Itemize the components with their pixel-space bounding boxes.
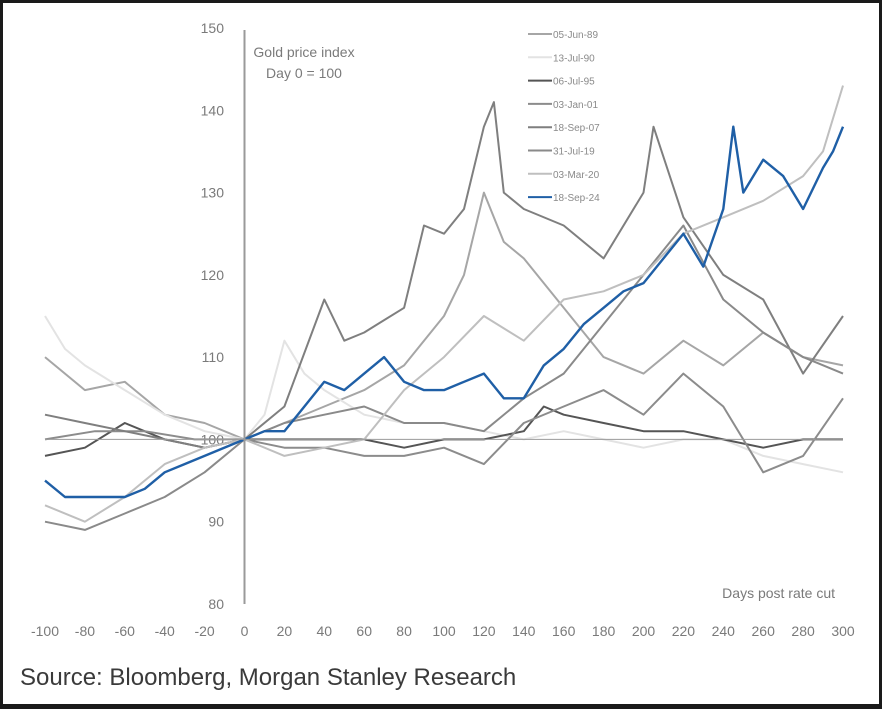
x-axis-label: Days post rate cut (722, 585, 835, 601)
legend-label: 31-Jul-19 (553, 147, 595, 158)
x-tick-label: -100 (31, 623, 59, 639)
x-tick-label: 40 (317, 623, 333, 639)
x-tick-label: 280 (791, 623, 815, 639)
y-tick-label: 130 (201, 185, 225, 201)
legend-label: 03-Jan-01 (553, 100, 598, 111)
y-tick-label: 120 (201, 267, 225, 283)
y-tick-label: 80 (208, 596, 224, 612)
legend-label: 13-Jul-90 (553, 53, 595, 64)
series-line-05-jun-89 (44, 191, 844, 441)
legend-label: 18-Sep-24 (553, 193, 600, 204)
series-line-18-sep-24 (44, 125, 845, 499)
series-line-03-mar-20 (44, 85, 844, 523)
y-tick-label: 150 (201, 20, 225, 36)
legend-label: 06-Jul-95 (553, 77, 595, 88)
x-tick-label: 220 (672, 623, 696, 639)
x-tick-label: 200 (632, 623, 656, 639)
series-line-13-jul-90 (44, 315, 844, 474)
x-tick-label: -40 (155, 623, 175, 639)
x-tick-label: 120 (472, 623, 496, 639)
x-tick-label: 80 (396, 623, 412, 639)
x-tick-label: 20 (277, 623, 293, 639)
x-tick-label: 180 (592, 623, 616, 639)
x-tick-label: -60 (115, 623, 135, 639)
source-note: Source: Bloomberg, Morgan Stanley Resear… (20, 664, 517, 691)
y-tick-label: 90 (208, 514, 224, 530)
x-tick-label: 240 (712, 623, 736, 639)
series-line-18-sep-07 (44, 101, 844, 449)
series-line-31-jul-19 (44, 224, 844, 531)
annotation-line-2: Day 0 = 100 (266, 65, 342, 81)
y-tick-label: 140 (201, 102, 225, 118)
x-tick-label: 260 (752, 623, 776, 639)
annotation-line-1: Gold price index (253, 44, 354, 60)
chart-frame (3, 3, 879, 704)
x-tick-label: 0 (241, 623, 249, 639)
legend-label: 18-Sep-07 (553, 123, 600, 134)
legend-label: 03-Mar-20 (553, 170, 600, 181)
x-tick-label: 60 (356, 623, 372, 639)
x-tick-label: -80 (75, 623, 95, 639)
x-tick-label: -20 (194, 623, 214, 639)
x-tick-label: 140 (512, 623, 536, 639)
legend-label: 05-Jun-89 (553, 30, 598, 41)
y-tick-label: 110 (202, 349, 225, 365)
x-tick-label: 100 (432, 623, 456, 639)
x-tick-label: 160 (552, 623, 576, 639)
x-tick-label: 300 (831, 623, 855, 639)
